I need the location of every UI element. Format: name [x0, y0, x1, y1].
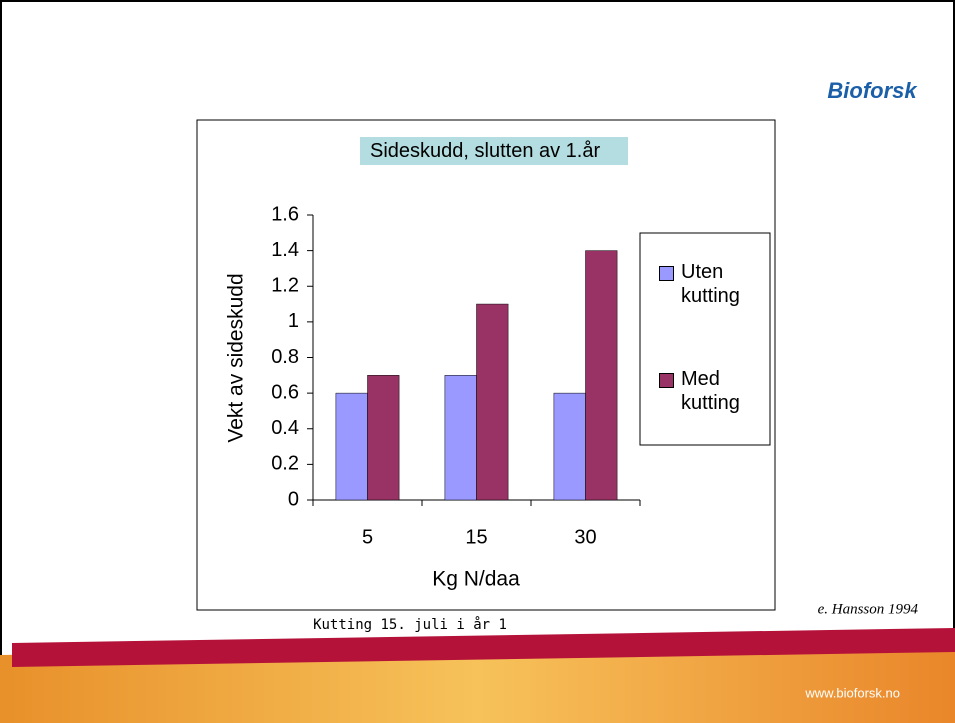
note: Kutting 15. juli i år 1 — [313, 616, 507, 633]
chart: www.bioforsk.no Bioforsk Kutting 15. jul… — [0, 0, 955, 723]
y-tick-label: 0 — [288, 488, 299, 510]
bar — [477, 304, 509, 500]
y-tick-label: 0.2 — [271, 453, 299, 475]
y-axis-label: Vekt av sideskudd — [225, 273, 248, 442]
slide: www.bioforsk.no Bioforsk Kutting 15. jul… — [0, 0, 955, 723]
y-tick-label: 0.4 — [271, 417, 299, 439]
legend-swatch — [659, 266, 674, 281]
x-tick-label: 15 — [465, 526, 487, 548]
x-axis-label: Kg N/daa — [432, 568, 520, 591]
bar — [586, 251, 618, 500]
bar — [445, 375, 477, 500]
y-tick-label: 1.4 — [271, 239, 299, 261]
chart-title: Sideskudd, slutten av 1.år — [360, 137, 640, 165]
legend-swatch — [659, 373, 674, 388]
chart-title-text: Sideskudd, slutten av 1.år — [360, 137, 628, 165]
x-tick-label: 5 — [362, 526, 373, 548]
x-tick-label: 30 — [574, 526, 596, 548]
y-tick-label: 0.8 — [271, 346, 299, 368]
y-tick-label: 1.6 — [271, 203, 299, 225]
legend-label: Uten kutting — [681, 260, 771, 308]
bar — [368, 375, 400, 500]
y-tick-label: 1 — [288, 310, 299, 332]
y-tick-label: 0.6 — [271, 381, 299, 403]
source: e. Hansson 1994 — [818, 601, 919, 617]
bar — [554, 393, 586, 500]
bar — [336, 393, 368, 500]
y-tick-label: 1.2 — [271, 275, 299, 297]
logo: Bioforsk — [827, 78, 918, 103]
legend-label: Med kutting — [681, 367, 771, 415]
footer-url: www.bioforsk.no — [804, 685, 900, 700]
